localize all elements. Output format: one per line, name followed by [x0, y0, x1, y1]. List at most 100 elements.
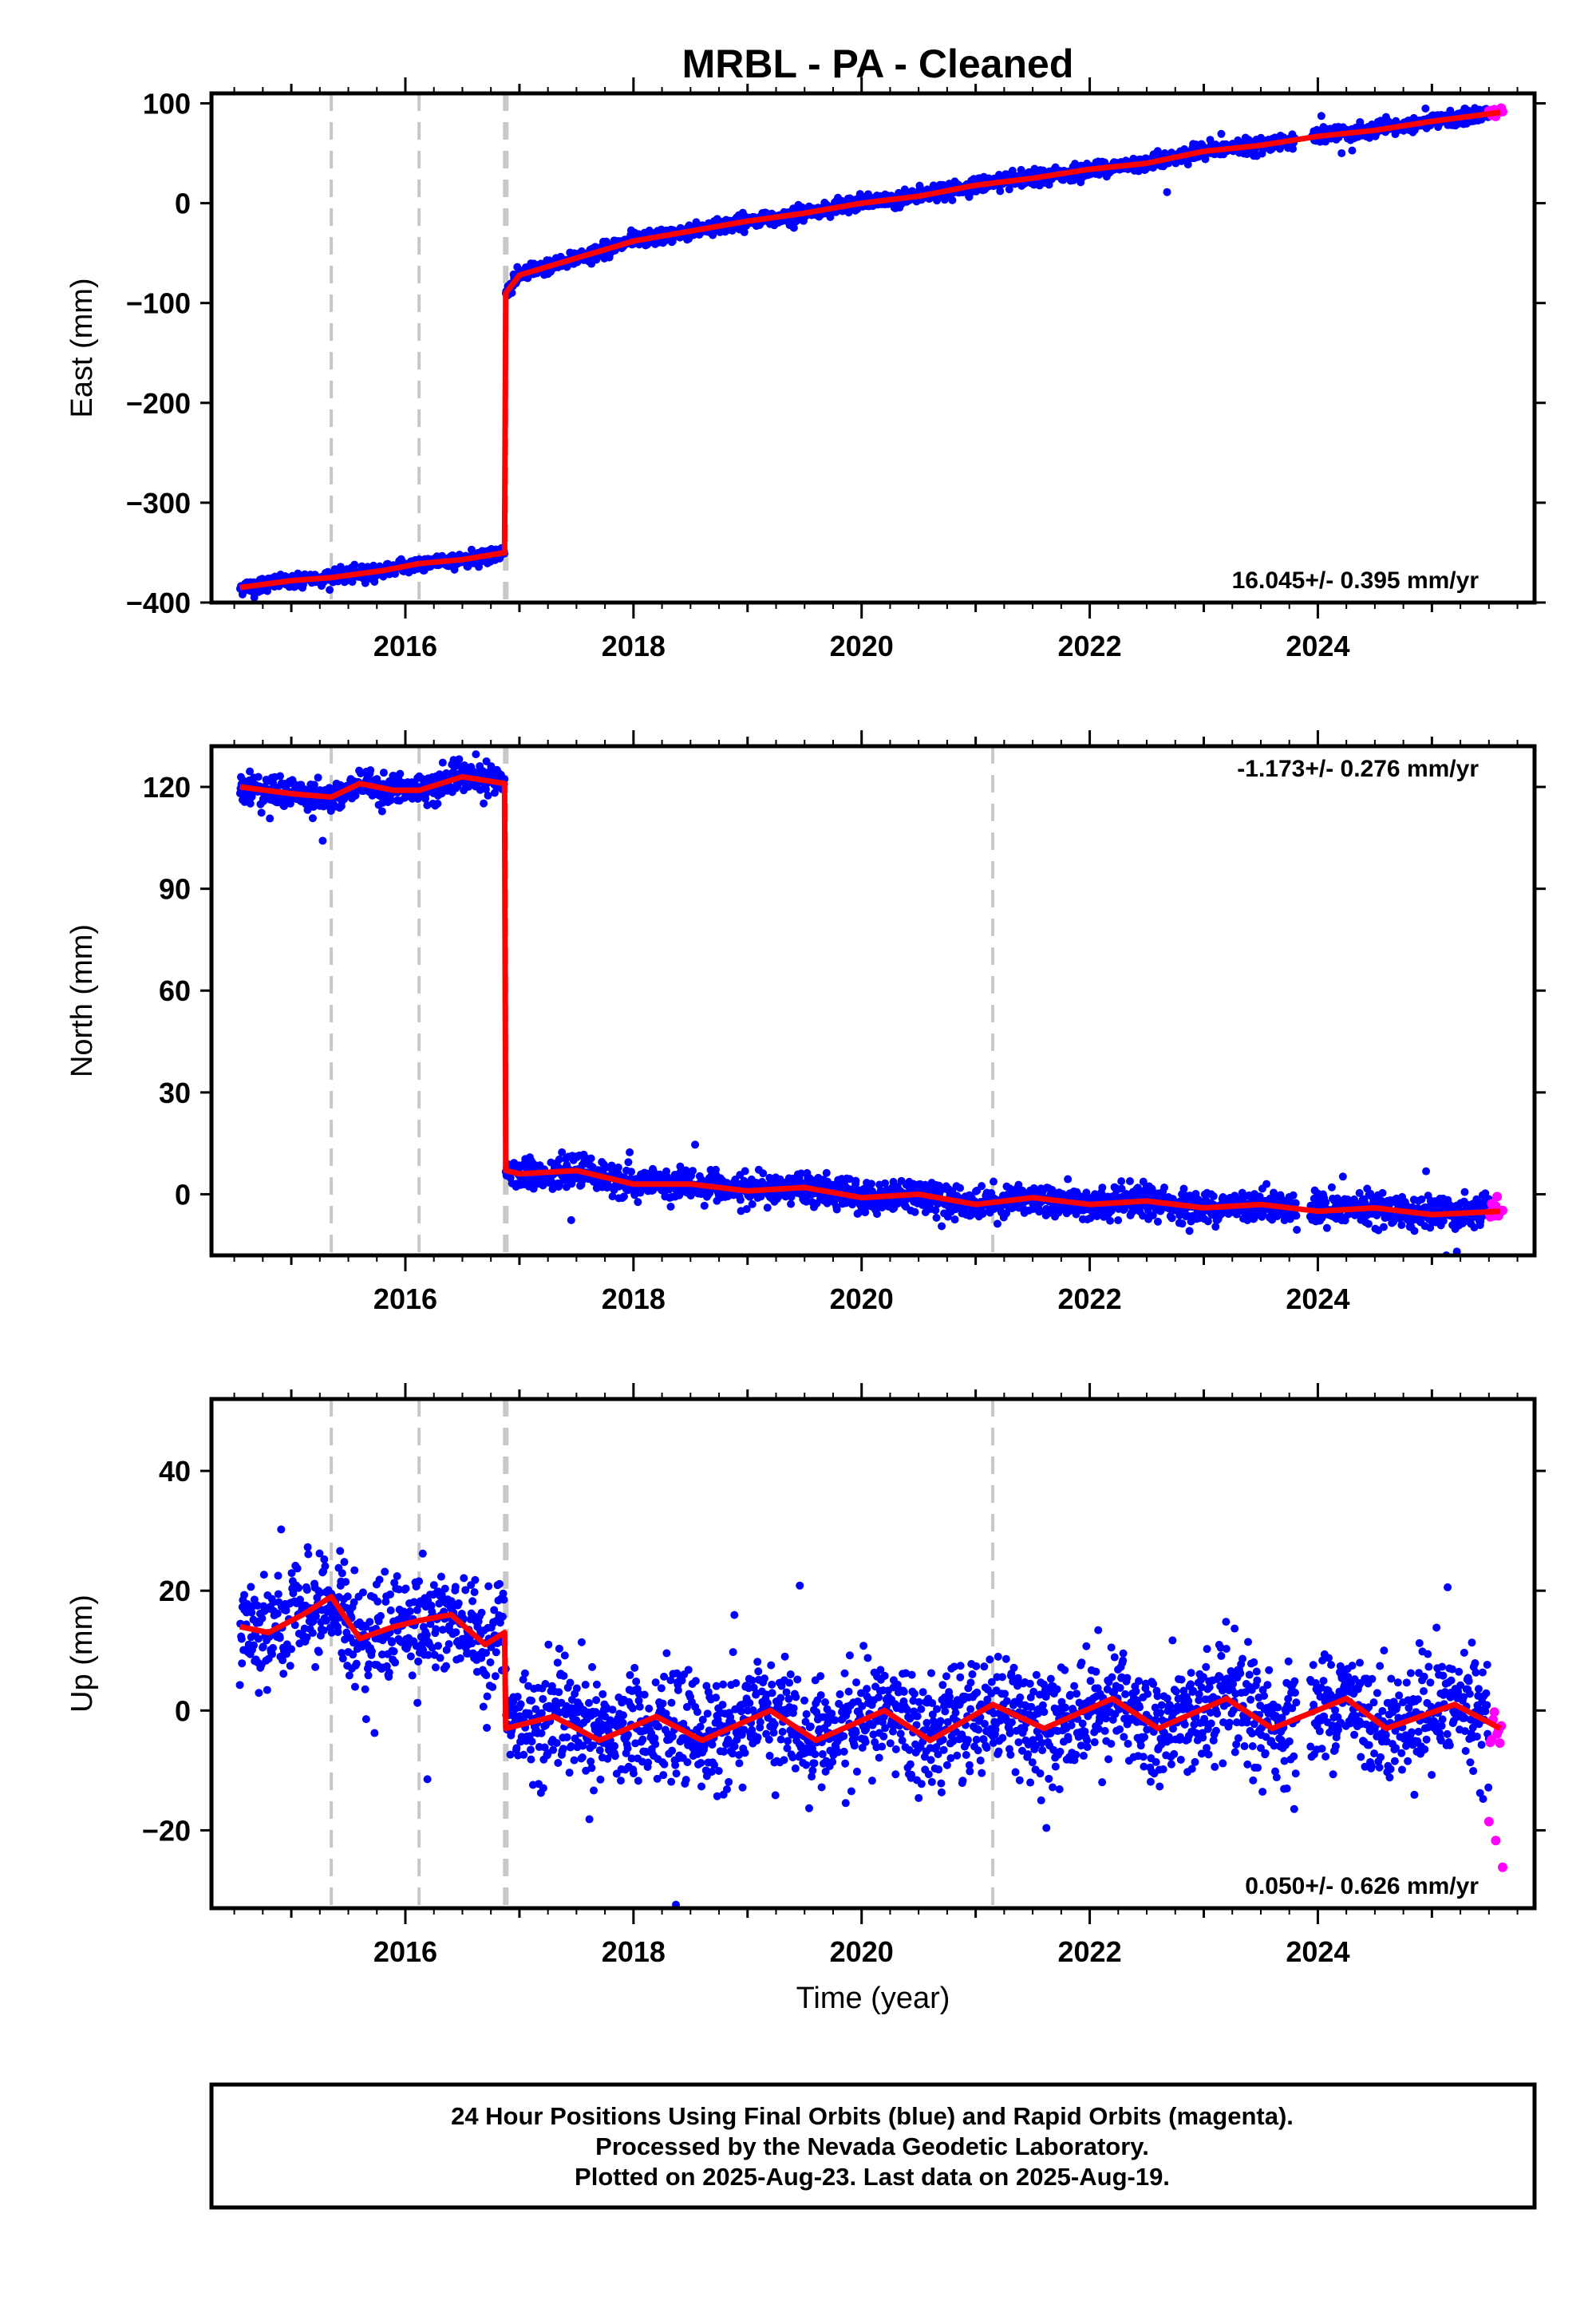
data-point [348, 578, 357, 587]
data-point [787, 1199, 796, 1208]
data-point [1117, 1184, 1126, 1193]
model-line [239, 109, 1501, 591]
data-point [1262, 1180, 1271, 1188]
data-point [1185, 1227, 1194, 1235]
data-point [275, 772, 284, 781]
data-point [855, 190, 864, 199]
data-point [350, 560, 359, 569]
data-point [748, 1199, 757, 1208]
data-point [689, 1167, 697, 1176]
data-point [484, 791, 492, 800]
data-point [822, 1168, 831, 1177]
data-point [666, 1202, 675, 1211]
data-point [1317, 112, 1325, 121]
data-point [636, 1188, 645, 1197]
data-point [438, 758, 447, 767]
data-point [950, 1215, 959, 1224]
data-point [929, 181, 938, 190]
data-point [587, 1154, 595, 1163]
data-point [1289, 1191, 1298, 1199]
data-point [854, 1209, 863, 1218]
data-point [938, 1222, 946, 1231]
data-point [1183, 160, 1192, 169]
data-point [873, 1210, 882, 1219]
data-point [1133, 1184, 1142, 1192]
data-point [626, 1148, 634, 1156]
data-point [318, 836, 327, 845]
data-point [1364, 1219, 1373, 1228]
data-point [911, 1207, 919, 1216]
x-tick-label: 2016 [373, 630, 437, 662]
data-point [978, 1210, 987, 1219]
data-point [608, 1192, 617, 1201]
data-point [1178, 1219, 1187, 1228]
data-point [366, 766, 375, 775]
data-point [1211, 1223, 1220, 1231]
data-point [1421, 104, 1430, 113]
data-point [931, 1206, 940, 1215]
data-point [1321, 1198, 1330, 1207]
data-point [1337, 148, 1346, 157]
data-point [634, 1198, 642, 1207]
data-point [1322, 1223, 1331, 1232]
data-point [379, 769, 388, 777]
data-point [990, 1177, 998, 1186]
data-point [1153, 147, 1162, 156]
data-point [851, 1176, 860, 1185]
data-point [742, 1205, 751, 1214]
y-tick-label: −100 [126, 287, 191, 320]
data-point [1460, 1188, 1469, 1196]
data-point [763, 1203, 772, 1212]
data-point [1217, 129, 1226, 138]
data-point [741, 1167, 749, 1176]
data-point [254, 773, 263, 781]
data-point [759, 1169, 768, 1178]
data-point [676, 1162, 685, 1171]
data-point [266, 814, 275, 823]
x-tick-label: 2018 [602, 630, 666, 662]
y-tick-label: −400 [126, 587, 191, 619]
data-point [948, 196, 957, 204]
x-tick-label: 2020 [830, 630, 894, 662]
data-point [377, 807, 386, 816]
y-tick-label: −300 [126, 487, 191, 520]
data-point [607, 1161, 616, 1170]
y-axis-label: East (mm) [65, 278, 99, 417]
y-tick-label: −200 [126, 387, 191, 420]
plot-area-north [235, 746, 1507, 1255]
data-point [624, 1158, 633, 1167]
data-point [796, 1169, 805, 1178]
data-point [740, 227, 749, 236]
data-point [1179, 1184, 1188, 1193]
data-point [351, 791, 360, 800]
panel-east: 2016 2018 2020 2022 2024−400−300−200−1000100… [65, 77, 1546, 662]
data-point [789, 223, 798, 232]
data-point [1289, 144, 1298, 153]
data-point [487, 762, 496, 771]
data-point [1203, 1217, 1212, 1226]
data-point [881, 1179, 890, 1188]
data-point [845, 1175, 854, 1184]
data-point [303, 805, 312, 814]
data-point [481, 785, 490, 793]
x-tick-label: 2022 [1058, 630, 1122, 662]
data-point [614, 1163, 622, 1172]
data-point [787, 1192, 796, 1201]
data-point [700, 1201, 709, 1210]
model-line [239, 773, 1501, 1218]
rapid-point [1492, 1192, 1503, 1202]
data-point [472, 750, 480, 759]
data-point [691, 1140, 700, 1149]
figure-title: MRBL - PA - Cleaned [682, 41, 1074, 86]
rate-label: 16.045+/- 0.395 mm/yr [1232, 567, 1479, 594]
data-point [480, 799, 488, 808]
data-point [619, 1192, 628, 1201]
data-point [978, 1182, 986, 1191]
data-point [956, 1184, 965, 1192]
data-point [391, 570, 400, 579]
plot-frame [209, 744, 1537, 1258]
data-point [250, 593, 259, 602]
data-point [246, 799, 255, 808]
